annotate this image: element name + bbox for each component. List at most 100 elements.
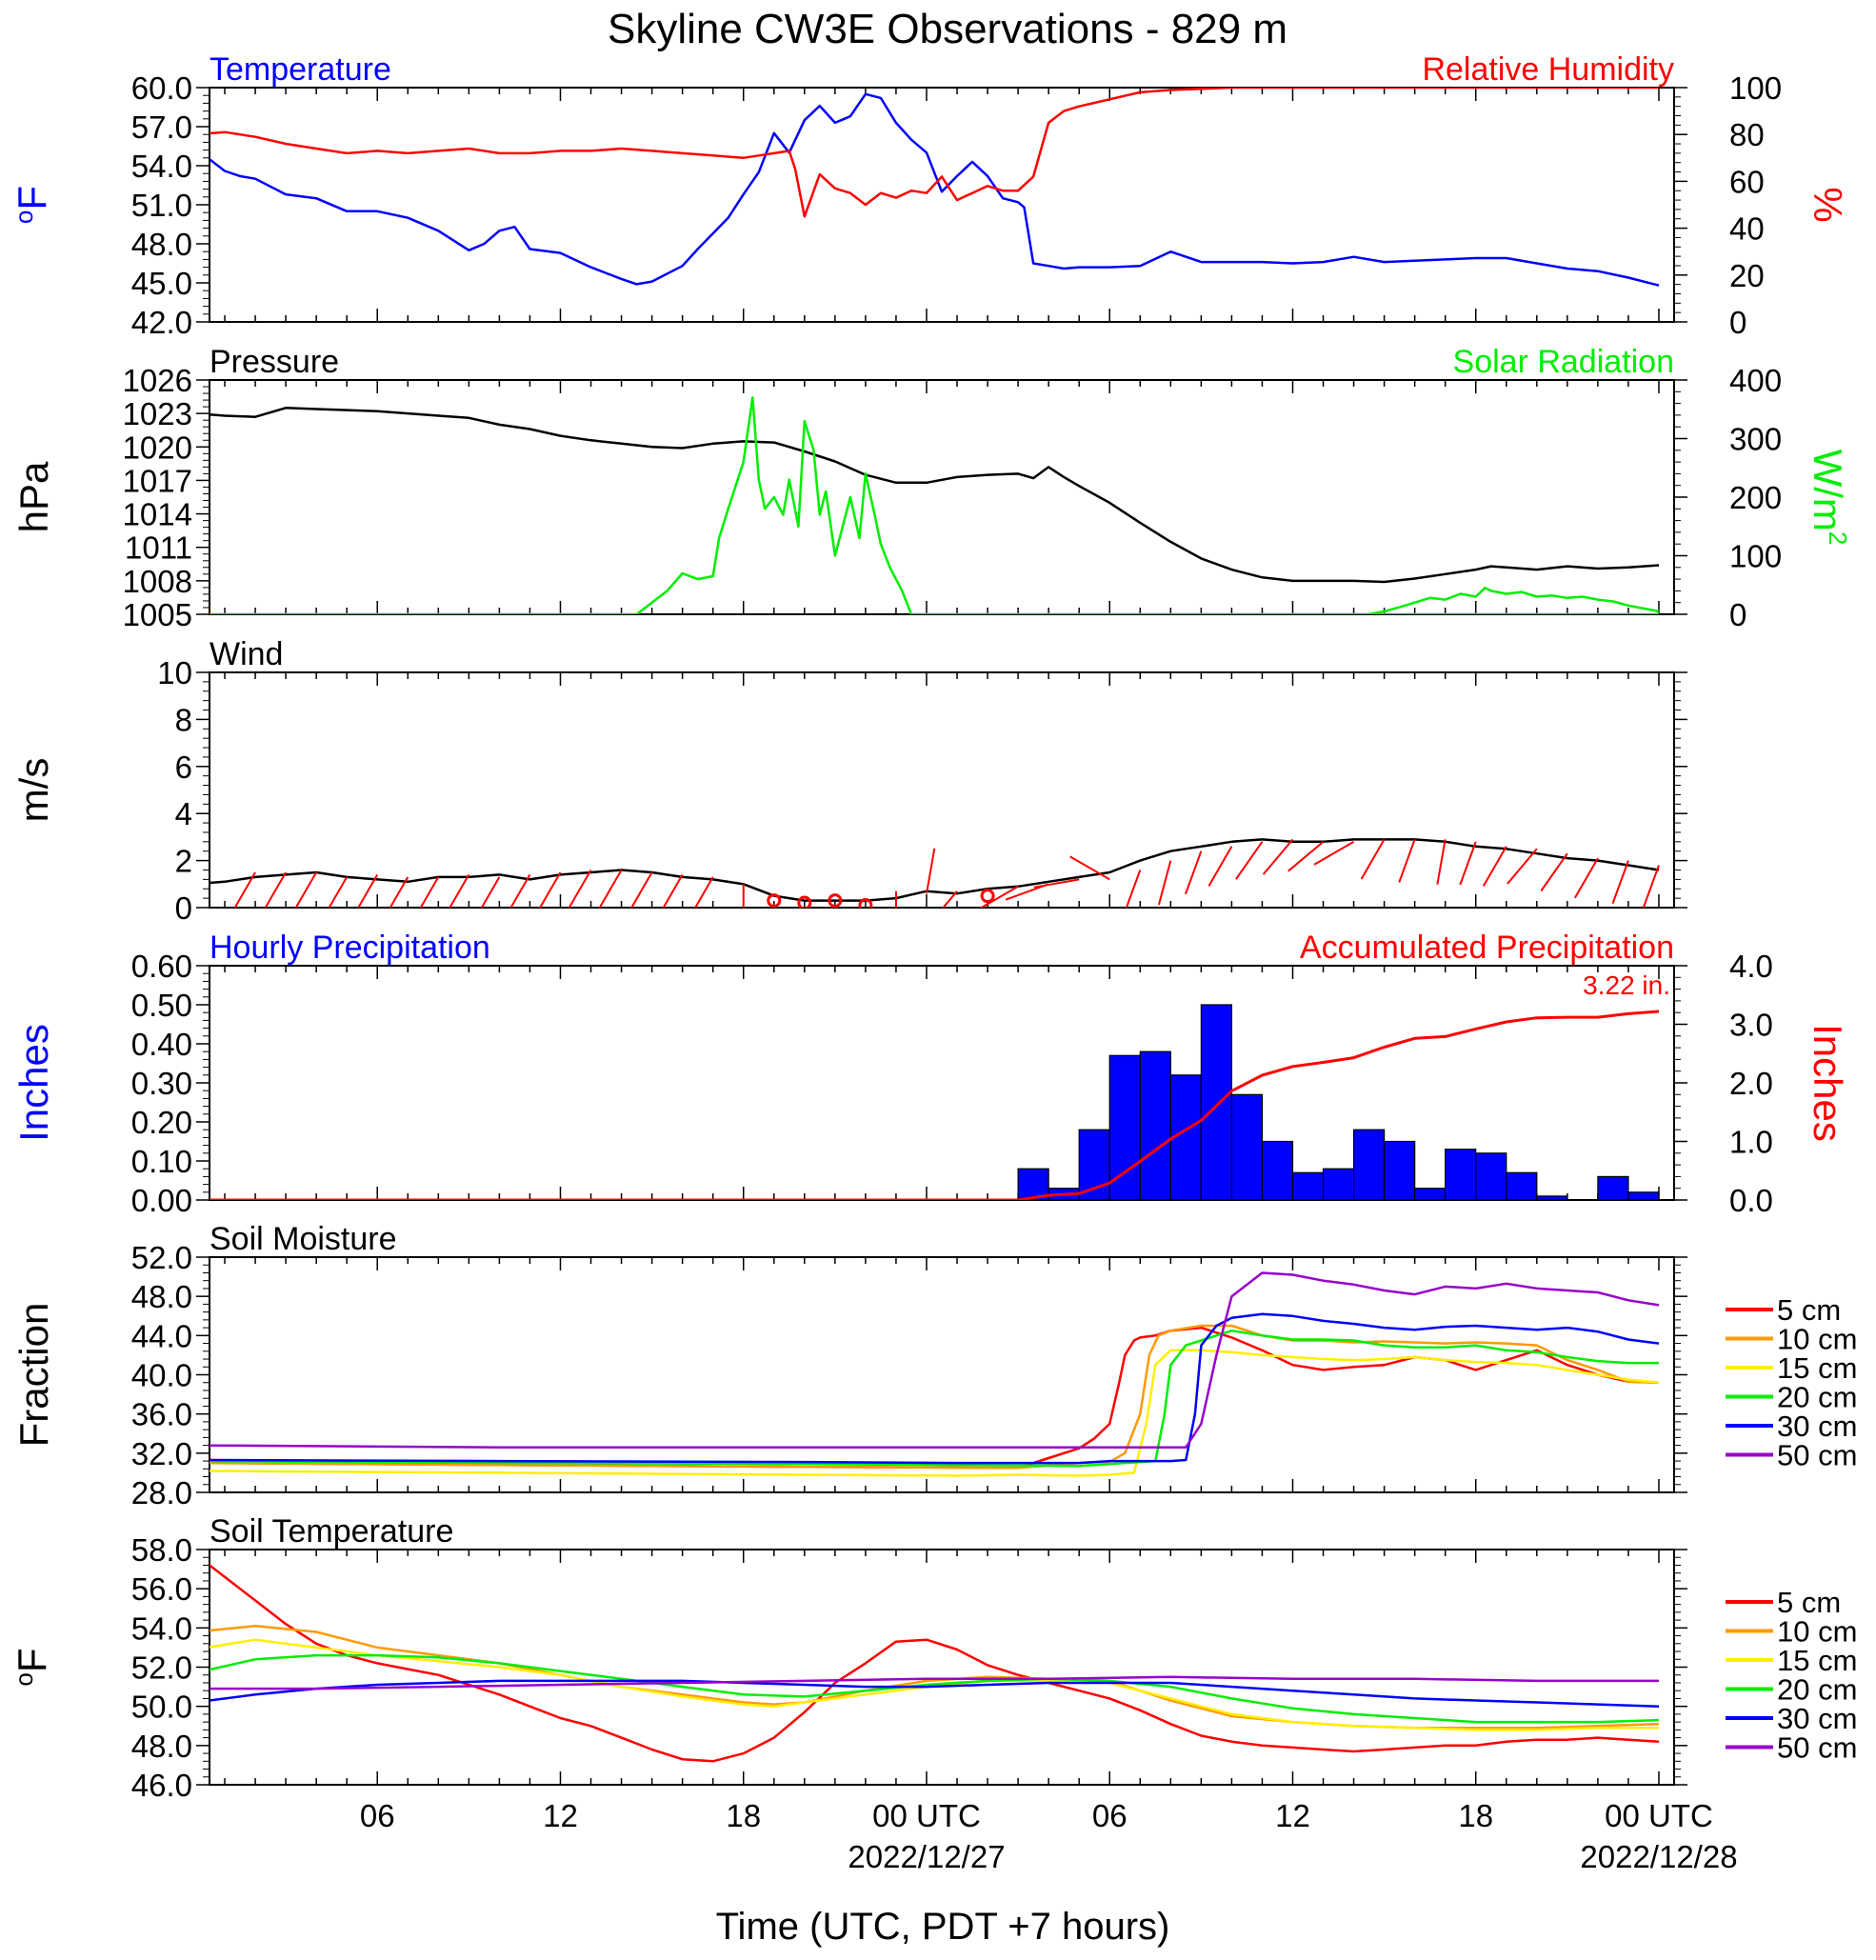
y-tick-label: 48.0 — [131, 1729, 192, 1764]
wind-barb — [328, 876, 349, 908]
x-tick-label: 12 — [543, 1798, 578, 1833]
precip-bar — [1506, 1171, 1538, 1200]
x-date-label: 2022/12/28 — [1580, 1839, 1737, 1874]
precip-bar — [1261, 1140, 1294, 1200]
y-tick-label: 40.0 — [131, 1358, 192, 1393]
series-line-1 — [210, 396, 1659, 614]
y-right-tick-label: 20 — [1729, 258, 1765, 293]
wind-barb — [480, 876, 501, 908]
y-right-tick-label: 100 — [1729, 539, 1782, 574]
x-tick-label: 18 — [726, 1798, 761, 1833]
y-tick-label: 1008 — [123, 564, 192, 599]
precip-bar — [1597, 1175, 1629, 1200]
y-tick-label: 0.20 — [131, 1105, 192, 1140]
panel-title-right: Relative Humidity — [1422, 51, 1674, 88]
plot-frame — [209, 671, 1675, 909]
y-tick-label: 54.0 — [131, 149, 192, 184]
y-tick-label: 0.50 — [131, 988, 192, 1023]
panel-soil_temp: 46.0 48.0 50.0 52.0 54.056.058.0 Soil Tempera… — [10, 1513, 1857, 1803]
wind-barb — [1398, 839, 1416, 883]
y-tick-label: 6 — [175, 750, 192, 785]
wind-barb — [1262, 838, 1294, 875]
x-date-label: 2022/12/27 — [848, 1839, 1005, 1874]
x-tick-label: 06 — [360, 1798, 395, 1833]
y-axis-label-right: Inches — [1806, 1024, 1850, 1142]
time-axis: 06 12 18 00 UTC 06 12 18 00 UTC 2022/12/27 2022/1… — [360, 1798, 1738, 1874]
legend-label: 50 cm — [1777, 1731, 1857, 1765]
y-tick-label: 56.0 — [131, 1571, 192, 1607]
y-axis-label-right: % — [1806, 187, 1850, 222]
y-axis-label-left: oF — [10, 1648, 54, 1686]
y-right-tick-label: 0.0 — [1729, 1183, 1773, 1218]
precip-bar — [1414, 1188, 1447, 1200]
calm-marker — [797, 895, 812, 908]
wind-barb — [1184, 850, 1203, 895]
precip-bar — [1352, 1129, 1386, 1200]
wind-barb — [509, 873, 531, 908]
y-tick-label: 4 — [175, 796, 192, 831]
plot-frame — [209, 87, 1675, 323]
wind-barb — [1235, 841, 1264, 880]
legend-label: 15 cm — [1777, 1351, 1857, 1385]
wind-barb — [1313, 840, 1355, 866]
series-line-30-cm — [210, 1679, 1660, 1708]
series-line-15-cm — [210, 1638, 1659, 1731]
y-tick-label: 50.0 — [131, 1690, 192, 1725]
y-right-tick-label: 100 — [1729, 70, 1782, 106]
y-right-tick-label: 0 — [1729, 597, 1746, 632]
legend-label: 10 cm — [1777, 1323, 1857, 1356]
y-tick-label: 48.0 — [131, 227, 192, 262]
panel-title-right: Accumulated Precipitation — [1300, 930, 1674, 966]
panel-title-left: Pressure — [210, 344, 339, 380]
wind-barb — [1033, 878, 1080, 889]
y-tick-label: 0.60 — [131, 949, 192, 984]
plot-frame — [209, 1549, 1675, 1786]
y-right-tick-label: 300 — [1729, 422, 1782, 457]
series-line-30-cm — [210, 1312, 1660, 1465]
wind-barb — [538, 871, 562, 908]
y-tick-label: 1005 — [123, 597, 192, 632]
y-tick-label: 52.0 — [131, 1240, 192, 1275]
y-tick-label: 54.0 — [131, 1610, 192, 1646]
plot-area — [210, 1004, 1660, 1200]
legend-label: 30 cm — [1777, 1410, 1857, 1443]
y-tick-label: 2 — [175, 844, 192, 879]
accum-total-label: 3.22 in. — [1583, 970, 1670, 1000]
panel-title-left: Temperature — [210, 51, 391, 88]
panel-title-left: Soil Temperature — [210, 1513, 453, 1550]
calm-marker — [980, 889, 995, 904]
panel-title-left: Soil Moisture — [210, 1221, 397, 1257]
legend-label: 20 cm — [1777, 1381, 1857, 1414]
x-axis-label: Time (UTC, PDT +7 hours) — [716, 1906, 1170, 1948]
legend-label: 50 cm — [1777, 1439, 1857, 1472]
panel-temp_rh: 42.0 45.0 48.0 51.0 54.0 57.0 60.0 0 20 40 60 80 100… — [10, 51, 1850, 340]
series-line-1 — [210, 88, 1659, 218]
y-tick-label: 1023 — [123, 396, 192, 431]
wind-barb — [233, 871, 256, 908]
wind-barb — [1287, 841, 1325, 872]
y-right-tick-label: 40 — [1729, 211, 1765, 247]
x-tick-label: 00 UTC — [872, 1798, 981, 1833]
y-tick-label: 32.0 — [131, 1436, 192, 1471]
series-line-50-cm — [210, 1675, 1659, 1690]
legend-label: 20 cm — [1777, 1673, 1857, 1707]
y-tick-label: 45.0 — [131, 266, 192, 301]
wind-barb — [357, 873, 379, 908]
precip-bar — [1475, 1152, 1507, 1200]
legend-label: 15 cm — [1777, 1644, 1857, 1677]
wind-barb — [419, 876, 440, 908]
y-right-tick-label: 80 — [1729, 117, 1765, 152]
panel-title-left: Hourly Precipitation — [210, 930, 490, 966]
precip-bar — [1536, 1195, 1568, 1200]
wind-barb — [598, 869, 623, 908]
legend-label: 30 cm — [1777, 1702, 1857, 1735]
wind-barb — [1157, 860, 1172, 906]
y-axis-label-left: Fraction — [11, 1303, 56, 1448]
plot-area — [210, 1271, 1660, 1477]
plot-area — [210, 1563, 1660, 1763]
panel-title-right: Solar Radiation — [1453, 344, 1674, 380]
series-line-20-cm — [210, 1329, 1659, 1468]
wind-barb — [1574, 857, 1599, 899]
